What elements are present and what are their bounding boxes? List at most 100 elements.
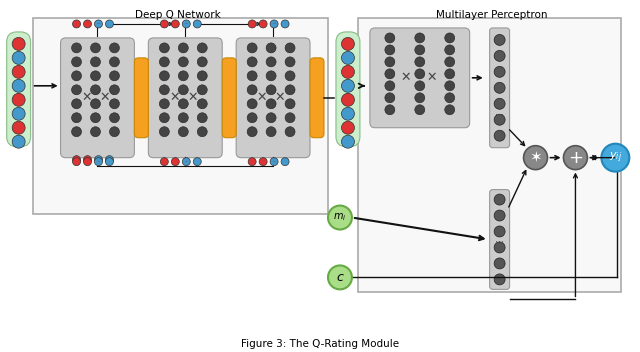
FancyBboxPatch shape <box>490 190 509 289</box>
Circle shape <box>445 105 454 115</box>
FancyBboxPatch shape <box>148 38 222 158</box>
Circle shape <box>602 144 629 172</box>
Circle shape <box>179 85 188 95</box>
Circle shape <box>281 20 289 28</box>
Circle shape <box>179 99 188 109</box>
Circle shape <box>494 242 505 253</box>
Circle shape <box>494 210 505 221</box>
Circle shape <box>494 34 505 45</box>
Circle shape <box>385 93 395 103</box>
Circle shape <box>83 158 92 166</box>
Circle shape <box>159 57 170 67</box>
Circle shape <box>415 45 425 55</box>
Text: ✕: ✕ <box>275 91 285 104</box>
Circle shape <box>72 127 81 137</box>
Circle shape <box>109 113 120 123</box>
Text: ✕: ✕ <box>187 91 198 104</box>
Circle shape <box>197 113 207 123</box>
Circle shape <box>494 130 505 141</box>
Circle shape <box>247 99 257 109</box>
Circle shape <box>415 81 425 91</box>
Circle shape <box>83 156 92 164</box>
Circle shape <box>182 20 190 28</box>
Circle shape <box>12 135 25 148</box>
Circle shape <box>247 113 257 123</box>
Circle shape <box>90 113 100 123</box>
FancyBboxPatch shape <box>236 38 310 158</box>
Circle shape <box>285 57 295 67</box>
Circle shape <box>415 93 425 103</box>
Text: -: - <box>97 19 100 29</box>
Text: -: - <box>273 19 276 29</box>
Circle shape <box>248 20 256 28</box>
Circle shape <box>109 43 120 53</box>
Circle shape <box>179 57 188 67</box>
FancyBboxPatch shape <box>490 28 509 148</box>
Text: ✶: ✶ <box>529 150 542 165</box>
Text: Figure 3: The Q-Rating Module: Figure 3: The Q-Rating Module <box>241 339 399 349</box>
Circle shape <box>72 20 81 28</box>
FancyBboxPatch shape <box>310 58 324 138</box>
Circle shape <box>12 79 25 92</box>
Circle shape <box>106 158 113 166</box>
Circle shape <box>266 113 276 123</box>
Circle shape <box>83 20 92 28</box>
FancyBboxPatch shape <box>336 32 360 147</box>
Circle shape <box>90 85 100 95</box>
Circle shape <box>12 107 25 120</box>
Circle shape <box>494 82 505 93</box>
Text: -: - <box>97 157 100 166</box>
Circle shape <box>109 127 120 137</box>
Circle shape <box>342 79 355 92</box>
Text: -: - <box>185 157 188 166</box>
Text: -: - <box>185 19 188 29</box>
Circle shape <box>90 127 100 137</box>
Circle shape <box>90 99 100 109</box>
Circle shape <box>342 93 355 106</box>
Text: $y_{ij}$: $y_{ij}$ <box>609 150 622 165</box>
Circle shape <box>12 65 25 78</box>
Circle shape <box>259 20 267 28</box>
Text: Multilayer Perceptron: Multilayer Perceptron <box>436 10 547 20</box>
Circle shape <box>342 37 355 50</box>
Circle shape <box>197 99 207 109</box>
Circle shape <box>72 158 81 166</box>
Circle shape <box>445 33 454 43</box>
Circle shape <box>328 265 352 289</box>
Circle shape <box>179 113 188 123</box>
Text: -: - <box>273 157 276 166</box>
Circle shape <box>385 57 395 67</box>
Circle shape <box>197 71 207 81</box>
Bar <box>358 18 621 293</box>
Text: ✕: ✕ <box>426 71 437 84</box>
Circle shape <box>328 206 352 230</box>
Text: $m_i$: $m_i$ <box>333 212 347 224</box>
Circle shape <box>494 274 505 285</box>
Circle shape <box>12 37 25 50</box>
Circle shape <box>95 20 102 28</box>
Circle shape <box>266 127 276 137</box>
Circle shape <box>494 67 505 77</box>
Circle shape <box>197 85 207 95</box>
FancyBboxPatch shape <box>6 32 31 147</box>
Circle shape <box>270 20 278 28</box>
Circle shape <box>179 71 188 81</box>
Circle shape <box>494 98 505 109</box>
Circle shape <box>385 105 395 115</box>
Circle shape <box>159 113 170 123</box>
Circle shape <box>494 258 505 269</box>
Circle shape <box>106 20 113 28</box>
Circle shape <box>109 71 120 81</box>
Circle shape <box>109 99 120 109</box>
Circle shape <box>247 127 257 137</box>
Text: Deep Q Network: Deep Q Network <box>136 10 221 20</box>
Circle shape <box>415 57 425 67</box>
Circle shape <box>109 57 120 67</box>
Circle shape <box>247 43 257 53</box>
Text: ...: ... <box>495 234 504 245</box>
Circle shape <box>285 43 295 53</box>
Circle shape <box>161 20 168 28</box>
Circle shape <box>172 20 179 28</box>
Circle shape <box>179 127 188 137</box>
Circle shape <box>106 156 113 164</box>
